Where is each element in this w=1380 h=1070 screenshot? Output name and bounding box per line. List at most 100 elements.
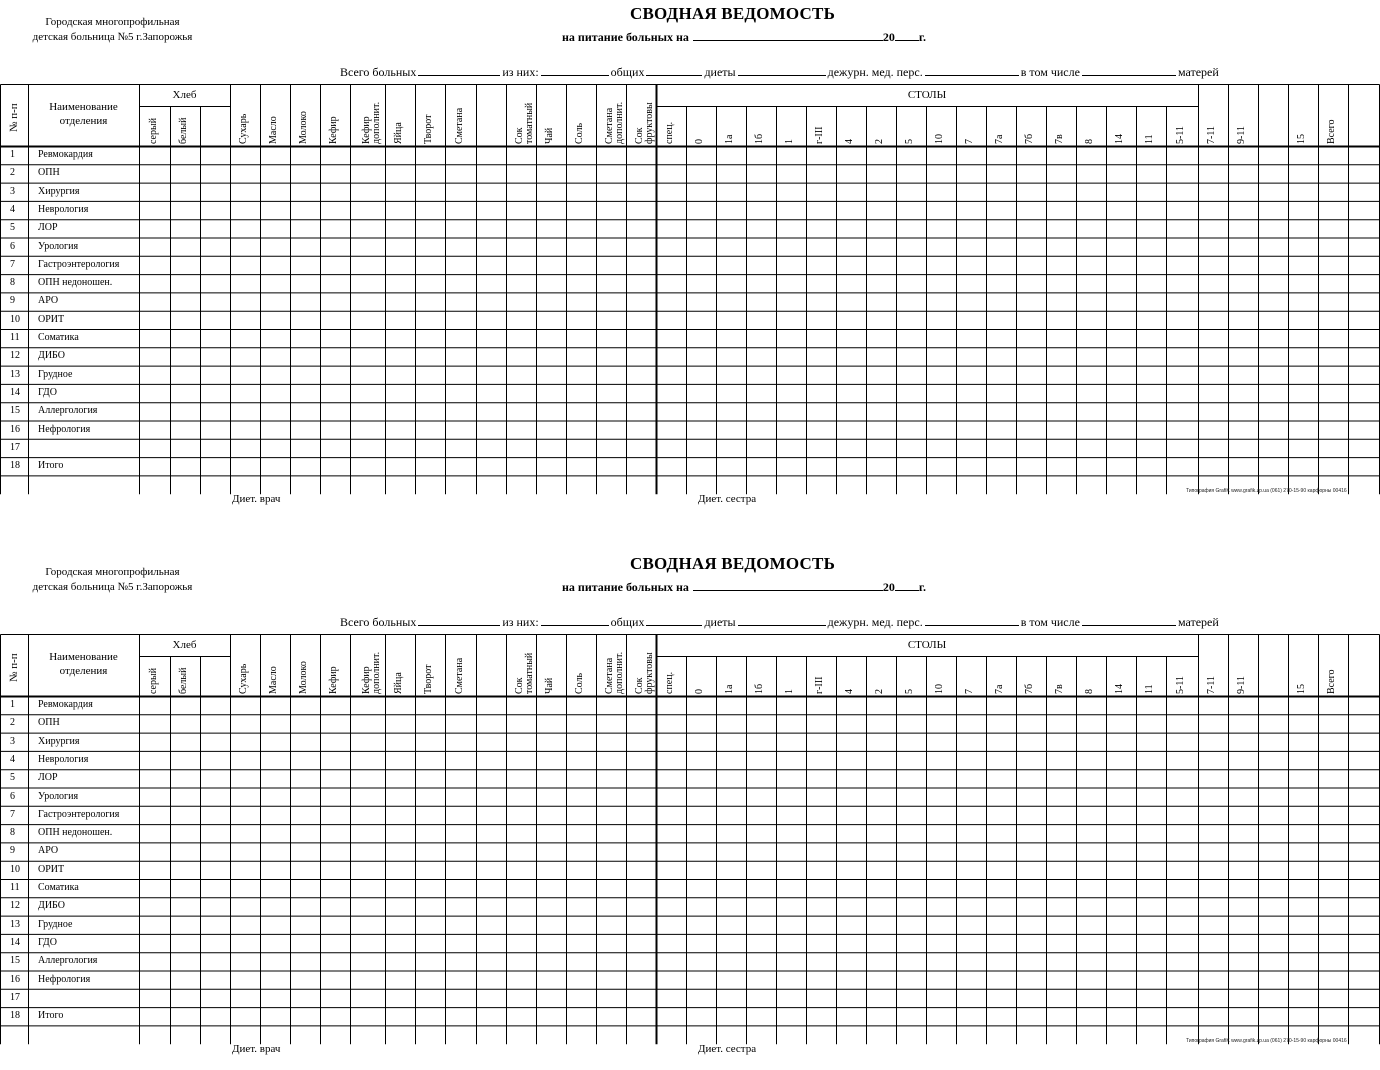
dept-header-line-1: Наименование [49, 101, 118, 113]
totals-including-field[interactable] [1081, 614, 1176, 626]
row-number: 16 [10, 423, 20, 435]
totals-of-them-field[interactable] [540, 64, 609, 76]
row-department: ОРИТ [38, 313, 65, 325]
diet-table-col-header: 0 [694, 689, 705, 694]
row-department: Ревмокардия [38, 699, 93, 710]
diet-table-col-header: 7в [1054, 134, 1065, 144]
totals-duty-staff-field[interactable] [924, 64, 1019, 76]
totals-of-them-field[interactable] [540, 614, 609, 626]
row-number: 6 [10, 790, 15, 802]
totals-line: Всего больных из них: общих диеты дежурн. ме… [340, 614, 1219, 630]
extra-col-header: 7-11 [1206, 676, 1217, 694]
row-department: Итого [38, 1010, 64, 1022]
totals-duty-staff-label: дежурн. мед. перс. [827, 65, 923, 79]
totals-diets-label: диеты [704, 615, 736, 629]
food-col-header: Чай [544, 127, 555, 144]
diet-table-col-header: 5-11 [1175, 676, 1186, 694]
diet-table-col-header: 7 [964, 689, 975, 694]
row-number: 8 [10, 277, 15, 289]
row-number: 13 [10, 368, 20, 380]
year-field[interactable] [894, 579, 919, 591]
food-col-header: Сметана [453, 107, 465, 144]
diet-table: № п-п Наименование отделения Хлеб СТОЛЫ серый… [0, 634, 1380, 1045]
row-department: Итого [38, 460, 64, 472]
print-info: Типография GrafiK www.grafik.zp.ua (061)… [1186, 1038, 1347, 1044]
num-header: № п-п [8, 103, 20, 132]
diet-table-col-header: 5 [904, 139, 915, 144]
food-col-header: Сок фруктовы [634, 652, 655, 694]
totals-total-patients-field[interactable] [418, 64, 501, 76]
totals-of-them-label: из них: [502, 65, 539, 79]
row-number: 18 [10, 460, 20, 472]
document-subtitle: на питание больных на 20 г. [562, 579, 926, 595]
food-col-header: Сок томатный [514, 102, 535, 144]
row-number: 16 [10, 973, 20, 985]
food-col-header: Кефир [328, 666, 339, 694]
hospital-line-1: Городская многопрофильная [45, 16, 180, 28]
totals-diets-field[interactable] [737, 614, 826, 626]
year-suffix: г. [918, 580, 927, 594]
diet-table-col-header: 7а [994, 684, 1005, 694]
row-number: 4 [10, 753, 15, 765]
diet-table-col-header: 2 [874, 139, 885, 144]
diet-table-col-header: 7в [1054, 684, 1065, 694]
diet-table-col-header: спец. [664, 671, 675, 694]
row-department: ОРИТ [38, 863, 65, 875]
diet-table-col-header: 1б [754, 683, 765, 694]
diet-table-col-header: 1а [724, 134, 735, 144]
totals-general-field[interactable] [646, 64, 703, 76]
diet-table-col-header: г-III [814, 126, 825, 144]
row-department: ЛОР [38, 772, 58, 784]
totals-total-patients-label: Всего больных [340, 65, 417, 79]
row-number: 12 [10, 900, 20, 912]
row-number: 7 [10, 258, 15, 270]
totals-total-patients-label: Всего больных [340, 615, 417, 629]
totals-line: Всего больных из них: общих диеты дежурн. ме… [340, 64, 1219, 80]
signature-nurse: Диет. сестра [698, 1043, 757, 1055]
hospital-line-1: Городская многопрофильная [45, 566, 180, 578]
totals-duty-staff-field[interactable] [924, 614, 1019, 626]
diet-table-col-header: 1 [784, 689, 795, 694]
diet-table-col-header: 14 [1114, 134, 1125, 144]
food-col-header: Сметана [453, 657, 465, 694]
dept-header-line-1: Наименование [49, 651, 118, 663]
diet-table-col-header: 7 [964, 139, 975, 144]
row-department: Хирургия [38, 735, 80, 747]
diet-table-col-header: 14 [1114, 684, 1125, 694]
diet-table-col-header: 1б [754, 133, 765, 144]
year-suffix: г. [918, 30, 927, 44]
dept-header-line-2: отделения [59, 665, 108, 677]
totals-total-patients-field[interactable] [418, 614, 501, 626]
bread-group-header: Хлеб [172, 639, 197, 651]
date-field[interactable] [692, 29, 883, 41]
diet-table-col-header: 8 [1084, 689, 1095, 694]
totals-diets-field[interactable] [737, 64, 826, 76]
hospital-name: Городская многопрофильная детская больниц… [20, 565, 205, 595]
diet-table-col-header: 10 [934, 684, 945, 694]
row-number: 4 [10, 203, 15, 215]
year-prefix: 20 [882, 580, 895, 594]
diet-table-col-header: 8 [1084, 139, 1095, 144]
diet-table-col-header: 11 [1144, 684, 1155, 694]
bread-col-header: серый [147, 117, 159, 144]
food-col-header: Сметана дополнит. [604, 651, 625, 694]
diet-table-col-header: 4 [844, 139, 855, 144]
totals-including-field[interactable] [1081, 64, 1176, 76]
row-department: Соматика [38, 882, 79, 893]
row-department: АРО [38, 295, 59, 307]
totals-of-them-label: из них: [502, 615, 539, 629]
bread-col-header: белый [178, 117, 189, 144]
row-number: 9 [10, 845, 15, 857]
diet-table-col-header: 10 [934, 134, 945, 144]
extra-col-header: 7-11 [1206, 126, 1217, 144]
totals-general-field[interactable] [646, 614, 703, 626]
hospital-line-2: детская больница №5 г.Запорожья [32, 581, 193, 593]
food-col-header: Соль [574, 122, 585, 144]
diet-table-col-header: 7а [994, 134, 1005, 144]
year-field[interactable] [894, 29, 919, 41]
row-department: Ревмокардия [38, 149, 93, 160]
print-info: Типография GrafiK www.grafik.zp.ua (061)… [1186, 488, 1347, 494]
row-department: Урология [38, 790, 79, 802]
diet-table-col-header: 1а [724, 684, 735, 694]
date-field[interactable] [692, 579, 883, 591]
